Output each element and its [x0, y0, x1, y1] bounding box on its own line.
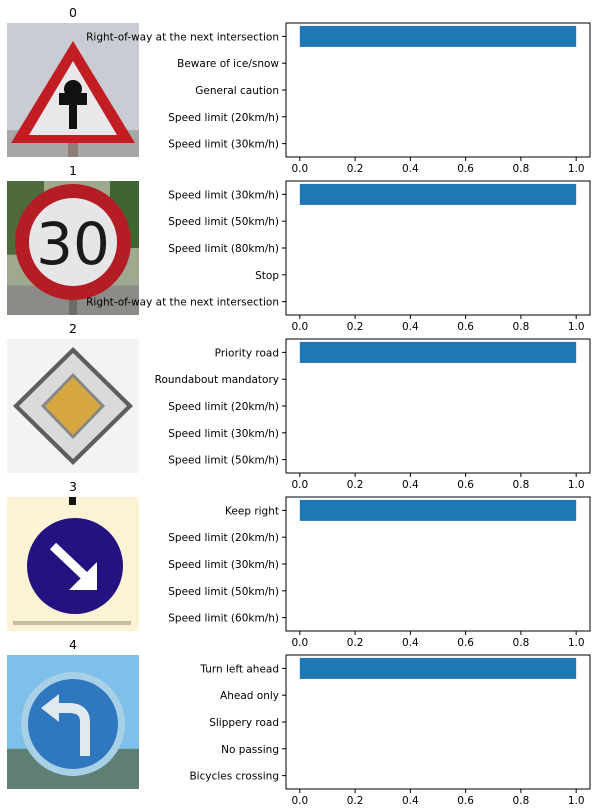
panel-title: 2: [69, 321, 77, 336]
priority-road-sign: [7, 339, 139, 473]
x-tick-label: 0.6: [457, 637, 474, 649]
bar: [299, 183, 577, 205]
arrow-head: [69, 562, 97, 590]
y-tick-label: No passing: [221, 744, 279, 756]
blue-disc: [28, 679, 118, 769]
y-tick-label: Speed limit (30km/h): [168, 559, 279, 571]
x-tick-label: 0.8: [513, 321, 530, 333]
y-tick-label: Stop: [255, 270, 279, 282]
sign-post: [68, 140, 78, 157]
y-tick-label: Slippery road: [209, 717, 279, 729]
x-tick-label: 1.0: [568, 321, 585, 333]
circle-inner: [29, 198, 117, 286]
y-tick-label: Speed limit (30km/h): [168, 139, 279, 151]
x-tick-label: 0.8: [513, 637, 530, 649]
y-tick-label: Turn left ahead: [199, 663, 279, 675]
bar: [299, 657, 577, 679]
y-tick-label: Beware of ice/snow: [177, 58, 279, 70]
x-tick-label: 0.4: [402, 637, 419, 649]
arrow-shaft: [57, 703, 90, 756]
x-tick-label: 0.8: [513, 163, 530, 175]
bar-chart: Right-of-way at the next intersection Sto…: [86, 180, 591, 333]
panel-title: 1: [69, 163, 77, 178]
x-tick-label: 0.8: [513, 479, 530, 491]
x-tick-label: 0.4: [402, 795, 419, 807]
bar-chart: Speed limit (30km/h) Speed limit (20km/h)…: [86, 22, 591, 175]
x-tick-label: 0.2: [347, 479, 364, 491]
y-tick-label: Speed limit (20km/h): [168, 112, 279, 124]
x-tick-label: 0.6: [457, 163, 474, 175]
bar: [299, 341, 577, 363]
intersection-node: [64, 80, 82, 98]
sign-top: [69, 497, 76, 505]
x-tick-label: 0.6: [457, 321, 474, 333]
panel: 2 Speed limit (50km/h) Speed limit (30km/h…: [7, 321, 591, 491]
y-tick-label: Speed limit (50km/h): [168, 455, 279, 467]
x-tick-label: 1.0: [568, 163, 585, 175]
y-tick-label: Speed limit (50km/h): [168, 216, 279, 228]
bar: [299, 499, 577, 521]
y-tick-label: Speed limit (30km/h): [168, 189, 279, 201]
y-tick-label: Speed limit (50km/h): [168, 586, 279, 598]
y-tick-label: Right-of-way at the next intersection: [86, 31, 279, 43]
keep-right-sign: [7, 497, 139, 631]
turn-left-ahead-sign: [7, 655, 139, 789]
bar-chart: Speed limit (60km/h) Speed limit (50km/h)…: [168, 496, 591, 649]
y-tick-label: Speed limit (20km/h): [168, 532, 279, 544]
x-tick-label: 0.0: [291, 163, 308, 175]
y-tick-label: Keep right: [225, 505, 279, 517]
x-tick-label: 0.4: [402, 321, 419, 333]
x-tick-label: 0.2: [347, 637, 364, 649]
x-tick-label: 0.4: [402, 479, 419, 491]
y-tick-label: Right-of-way at the next intersection: [86, 297, 279, 309]
bar-chart: Speed limit (50km/h) Speed limit (30km/h)…: [155, 338, 591, 491]
x-tick-label: 0.2: [347, 163, 364, 175]
x-tick-label: 0.2: [347, 321, 364, 333]
x-tick-label: 0.6: [457, 795, 474, 807]
x-tick-label: 1.0: [568, 795, 585, 807]
x-tick-label: 0.6: [457, 479, 474, 491]
x-tick-label: 0.0: [291, 479, 308, 491]
panel: 3 Speed limit (60km/h) Speed limit (50km/h…: [7, 479, 591, 649]
x-tick-label: 0.0: [291, 321, 308, 333]
sign-number: 30: [36, 210, 110, 278]
panel: 4 Bicycles crossing No passing Slippery roa…: [7, 637, 591, 807]
y-tick-label: Roundabout mandatory: [155, 374, 279, 386]
y-tick-label: Priority road: [215, 347, 279, 359]
x-tick-label: 0.0: [291, 637, 308, 649]
x-tick-label: 0.4: [402, 163, 419, 175]
sign-base: [13, 621, 131, 625]
right-of-way-warning-sign: [7, 23, 139, 157]
panel-title: 3: [69, 479, 77, 494]
y-tick-label: Speed limit (80km/h): [168, 243, 279, 255]
bar: [299, 25, 577, 47]
y-tick-label: Speed limit (20km/h): [168, 401, 279, 413]
diamond-yellow: [45, 377, 101, 435]
x-tick-label: 1.0: [568, 637, 585, 649]
x-tick-label: 0.2: [347, 795, 364, 807]
x-tick-label: 1.0: [568, 479, 585, 491]
y-tick-label: Ahead only: [220, 690, 279, 702]
speed-limit-30-sign: 30: [7, 181, 139, 315]
x-tick-label: 0.0: [291, 795, 308, 807]
y-tick-label: Bicycles crossing: [189, 771, 279, 783]
y-tick-label: Speed limit (30km/h): [168, 428, 279, 440]
panel: 0 Speed limit (30km/h) Speed limit (20km/h…: [7, 5, 591, 175]
arrow-head: [41, 694, 59, 722]
panel-title: 0: [69, 5, 77, 20]
panel-title: 4: [69, 637, 77, 652]
sign-post: [69, 290, 77, 315]
y-tick-label: General caution: [195, 85, 279, 97]
bar-chart: Bicycles crossing No passing Slippery road…: [189, 654, 591, 807]
intersection-horizontal: [59, 93, 87, 105]
y-tick-label: Speed limit (60km/h): [168, 613, 279, 625]
x-tick-label: 0.8: [513, 795, 530, 807]
